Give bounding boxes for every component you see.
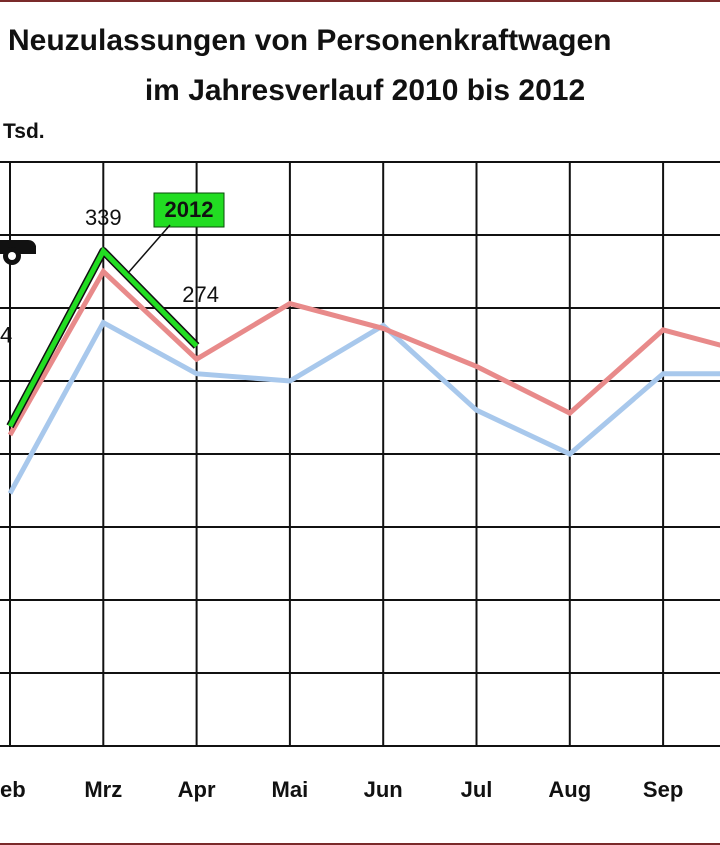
- x-tick-label: Mai: [272, 777, 309, 802]
- x-tick-label: eb: [0, 777, 26, 802]
- data-labels: 339 274 4: [0, 205, 219, 347]
- car-icon: [0, 240, 36, 265]
- x-tick-label: Apr: [178, 777, 216, 802]
- data-label: 274: [182, 282, 219, 307]
- y-axis-unit-label: Tsd.: [3, 120, 45, 143]
- x-tick-label: Mrz: [84, 777, 122, 802]
- x-tick-labels: eb Mrz Apr Mai Jun Jul Aug Sep: [0, 777, 683, 802]
- data-label: 4: [0, 322, 12, 347]
- chart-title: Neuzulassungen von Personenkraftwagen: [8, 24, 612, 57]
- chart-subtitle: im Jahresverlauf 2010 bis 2012: [144, 74, 586, 107]
- series-lines: [6, 246, 720, 495]
- legend-badge-2012: 2012: [127, 192, 225, 274]
- x-tick-label: Aug: [548, 777, 591, 802]
- series-line-s1: [7, 267, 720, 437]
- series-line-s0: [7, 319, 720, 495]
- grid-lines: [0, 161, 720, 747]
- x-tick-label: Sep: [643, 777, 683, 802]
- x-tick-label: Jul: [461, 777, 493, 802]
- x-tick-label: Jun: [364, 777, 403, 802]
- data-label: 339: [85, 205, 122, 230]
- legend-badge-label: 2012: [165, 197, 214, 222]
